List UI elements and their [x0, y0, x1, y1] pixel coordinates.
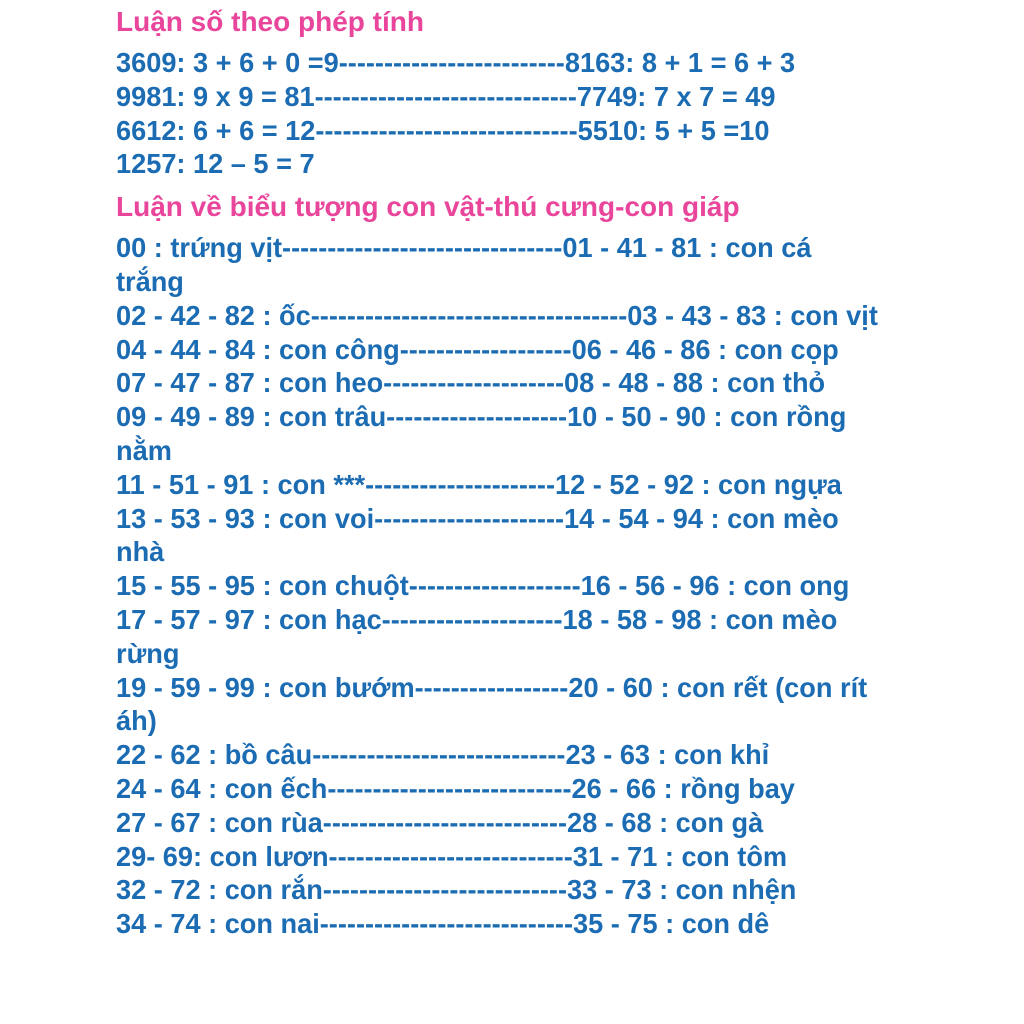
text-line: 6612: 6 + 6 = 12------------------------… — [116, 114, 770, 146]
text-line: 09 - 49 - 89 : con trâu-----------------… — [116, 401, 847, 433]
text-line: 3609: 3 + 6 + 0 =9----------------------… — [116, 47, 796, 78]
text-line: 04 - 44 - 84 : con công-----------------… — [116, 333, 839, 365]
text-line: 1257: 12 – 5 = 7 — [116, 148, 315, 180]
text-line: 19 - 59 - 99 : con bướm-----------------… — [116, 671, 868, 703]
text-line: 17 - 57 - 97 : con hạc------------------… — [116, 603, 838, 635]
text-line: 9981: 9 x 9 = 81------------------------… — [116, 80, 776, 112]
text-line: 32 - 72 : con rắn-----------------------… — [116, 874, 797, 906]
text-line: 11 - 51 - 91 : con ***------------------… — [116, 468, 842, 500]
text-line: rừng — [116, 637, 180, 669]
section-heading-calculation: Luận số theo phép tính — [116, 6, 424, 37]
text-line: 27 - 67 : con rùa-----------------------… — [116, 806, 764, 838]
document: Luận số theo phép tính 3609: 3 + 6 + 0 =… — [116, 4, 901, 949]
text-line: 13 - 53 - 93 : con voi------------------… — [116, 502, 839, 534]
text-line: 15 - 55 - 95 : con chuột----------------… — [116, 570, 850, 602]
section-heading-animal-symbols: Luận về biểu tượng con vật-thú cưng-con … — [116, 191, 740, 223]
text-line: áh) — [116, 705, 157, 737]
text-line: 07 - 47 - 87 : con heo------------------… — [116, 367, 826, 399]
animal-symbol-list: 00 : trứng vịt--------------------------… — [116, 231, 901, 941]
text-line: 02 - 42 - 82 : ốc-----------------------… — [116, 299, 878, 331]
text-line: 34 - 74 : con nai-----------------------… — [116, 908, 770, 940]
text-line: trắng — [116, 265, 184, 297]
text-line: nằm — [116, 434, 172, 466]
text-line: 00 : trứng vịt--------------------------… — [116, 232, 812, 264]
calculation-list: 3609: 3 + 6 + 0 =9----------------------… — [116, 46, 901, 181]
text-line: 29- 69: con lươn------------------------… — [116, 840, 788, 872]
text-line: nhà — [116, 536, 165, 568]
text-line: 22 - 62 : bồ câu------------------------… — [116, 739, 770, 771]
text-line: 24 - 64 : con ếch-----------------------… — [116, 772, 795, 804]
